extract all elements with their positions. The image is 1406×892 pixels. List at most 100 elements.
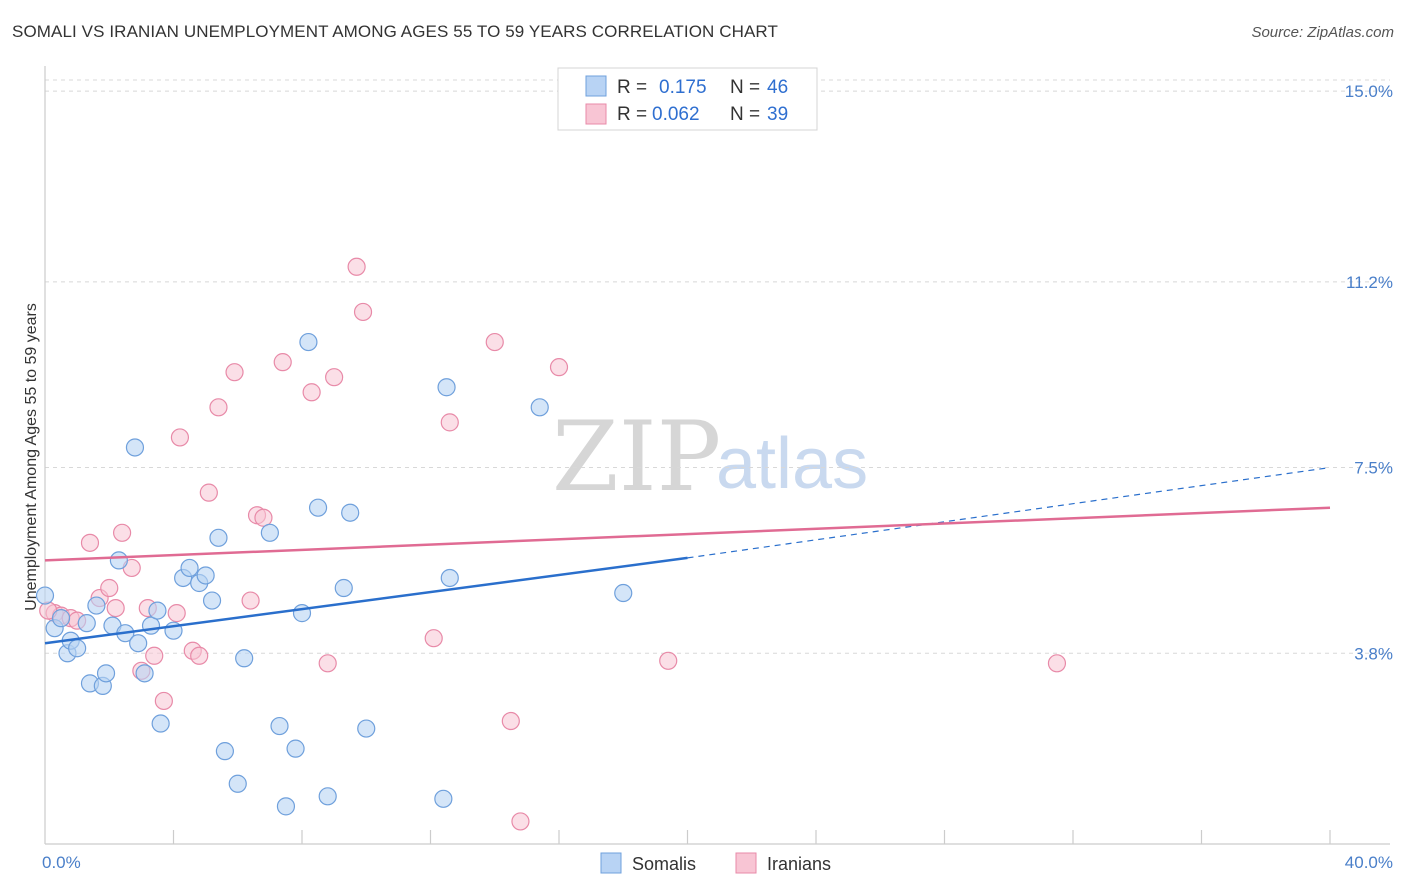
legend-iranian-swatch	[585, 103, 607, 125]
somali-trend-extension	[687, 466, 1331, 559]
iranian-trend-line	[44, 506, 1331, 562]
somali-point	[260, 523, 279, 542]
source-label: Source: ZipAtlas.com	[1251, 24, 1394, 41]
somali-point	[87, 596, 106, 615]
bottom-legend-iranian-swatch	[735, 852, 757, 874]
somali-point	[530, 398, 549, 417]
iranian-point	[199, 483, 218, 502]
bottom-legend-iranian-label: Iranians	[767, 854, 831, 874]
iranian-point	[353, 302, 373, 322]
legend-iranian-r-value: 0.062	[652, 104, 700, 125]
somali-points	[35, 332, 633, 816]
somali-point	[276, 797, 296, 816]
iranian-point	[145, 646, 164, 665]
legend-iranian-n-value: 39	[767, 104, 788, 125]
somali-point	[109, 551, 128, 570]
somali-point	[125, 438, 145, 457]
somali-point	[151, 714, 170, 733]
legend-iranian-r-label: R =	[617, 104, 647, 125]
iranian-point	[190, 646, 209, 665]
somali-point	[286, 739, 305, 758]
somali-point	[68, 639, 87, 658]
somali-point	[129, 634, 148, 653]
iranian-point	[225, 363, 244, 382]
somali-point	[235, 649, 254, 668]
somali-point	[35, 586, 55, 605]
x-tick-label-max: 40.0%	[1345, 853, 1393, 872]
somali-point	[215, 742, 234, 761]
iranian-point	[485, 332, 504, 352]
iranian-point	[424, 629, 443, 648]
somali-trend-line	[44, 556, 688, 645]
somali-point	[434, 789, 453, 808]
iranian-point	[80, 533, 100, 552]
iranian-point	[302, 383, 321, 402]
somali-point	[357, 719, 376, 738]
chart-title: SOMALI VS IRANIAN UNEMPLOYMENT AMONG AGE…	[12, 22, 778, 41]
somali-point	[440, 568, 459, 588]
somali-point	[148, 601, 167, 620]
iranian-point	[241, 591, 260, 610]
iranian-point	[347, 257, 366, 276]
iranian-point	[511, 812, 530, 831]
bottom-legend: Somalis Iranians	[600, 852, 831, 874]
iranian-point	[501, 711, 520, 731]
somali-point	[51, 609, 71, 628]
somali-point	[209, 528, 228, 547]
iranian-point	[659, 651, 678, 670]
somali-point	[341, 503, 360, 522]
bottom-legend-somali-swatch	[600, 852, 622, 874]
legend-somali-r-value: 0.175	[659, 77, 707, 98]
somali-point	[334, 578, 353, 598]
iranian-point	[440, 413, 459, 432]
iranian-point	[106, 598, 125, 618]
trend-lines	[44, 466, 1331, 645]
somali-point	[308, 498, 328, 517]
iranian-point	[1047, 654, 1067, 673]
top-legend: R = 0.175 N = 46 R = 0.062 N = 39	[557, 67, 818, 131]
legend-iranian-n-label: N =	[730, 104, 760, 125]
iranian-point	[209, 398, 228, 417]
somali-point	[96, 664, 116, 683]
iranian-point	[254, 508, 273, 527]
somali-point	[614, 583, 633, 603]
y-tick-label: 11.2%	[1346, 273, 1393, 292]
legend-somali-n-label: N =	[730, 77, 760, 98]
iranian-point	[112, 523, 132, 542]
y-tick-labels: 3.8% 7.5% 11.2% 15.0%	[1345, 82, 1393, 663]
y-axis-title: Unemployment Among Ages 55 to 59 years	[23, 303, 40, 611]
somali-point	[299, 332, 318, 352]
somali-point	[318, 787, 337, 806]
watermark-atlas: atlas	[716, 424, 868, 504]
iranian-point	[318, 654, 337, 673]
bottom-legend-somali-label: Somalis	[632, 854, 696, 874]
grid	[45, 79, 1390, 654]
somali-point	[77, 614, 96, 633]
somali-point	[135, 664, 154, 683]
y-tick-label: 7.5%	[1354, 459, 1393, 478]
somali-point	[141, 616, 161, 635]
x-tick-label-min: 0.0%	[42, 853, 81, 872]
iranian-point	[100, 578, 119, 598]
iranian-point	[170, 428, 190, 447]
watermark-zip: ZIP	[552, 401, 721, 513]
somali-point	[196, 566, 215, 585]
y-tick-label: 15.0%	[1345, 82, 1393, 101]
somali-point	[437, 378, 456, 397]
somali-point	[270, 716, 289, 736]
y-tick-label: 3.8%	[1354, 644, 1393, 663]
iranian-point	[325, 368, 344, 387]
somali-point	[202, 591, 222, 610]
legend-somali-r-label: R =	[617, 77, 647, 98]
x-ticks	[172, 830, 1331, 844]
iranian-points	[39, 257, 1067, 831]
iranian-point	[273, 353, 292, 372]
legend-somali-n-value: 46	[767, 77, 788, 98]
iranian-point	[549, 358, 569, 377]
legend-somali-swatch	[585, 75, 607, 97]
somali-point	[228, 774, 247, 793]
watermark: ZIP atlas	[552, 401, 868, 513]
iranian-point	[154, 691, 173, 711]
somali-point	[180, 558, 199, 578]
